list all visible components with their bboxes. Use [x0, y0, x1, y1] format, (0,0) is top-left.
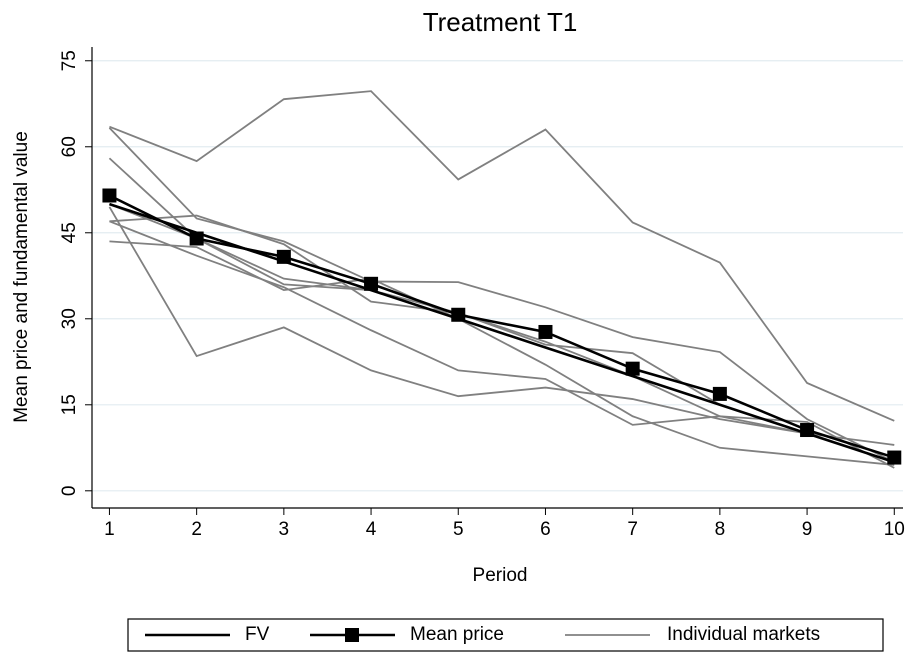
x-tick-label: 4 [366, 519, 377, 540]
chart-title: Treatment T1 [423, 7, 578, 37]
x-tick-label: 7 [627, 519, 638, 540]
x-tick-label: 3 [279, 519, 290, 540]
x-tick-label: 2 [191, 519, 202, 540]
marker [102, 188, 117, 203]
y-tick-label: 45 [59, 222, 80, 243]
y-tick-label: 15 [59, 394, 80, 415]
marker [538, 324, 553, 339]
marker [800, 423, 815, 438]
x-tick-label: 6 [540, 519, 551, 540]
market-line [109, 90, 895, 422]
y-tick-label: 75 [59, 50, 80, 71]
x-tick-label: 10 [884, 519, 905, 540]
y-tick-label: 60 [59, 136, 80, 157]
x-tick-label: 1 [104, 519, 115, 540]
legend-box [127, 618, 884, 652]
x-tick-label: 8 [715, 519, 726, 540]
x-tick-label: 9 [802, 519, 813, 540]
legend-label: Mean price [410, 624, 504, 645]
legend-label: FV [245, 624, 270, 645]
x-axis-label: Period [473, 565, 528, 586]
series-line [108, 194, 895, 459]
marker [887, 450, 902, 465]
marker [451, 307, 466, 322]
marker [276, 249, 291, 264]
marker [712, 386, 727, 401]
x-tick-label: 5 [453, 519, 464, 540]
legend-marker [345, 628, 359, 642]
y-tick-label: 30 [59, 308, 80, 329]
legend-label: Individual markets [667, 624, 820, 645]
marker [364, 276, 379, 291]
marker [625, 361, 640, 376]
market-line [109, 240, 895, 466]
market-line [108, 206, 895, 463]
marker [189, 231, 204, 246]
y-tick-label: 0 [59, 486, 80, 497]
y-axis-label: Mean price and fundamental value [11, 131, 32, 423]
